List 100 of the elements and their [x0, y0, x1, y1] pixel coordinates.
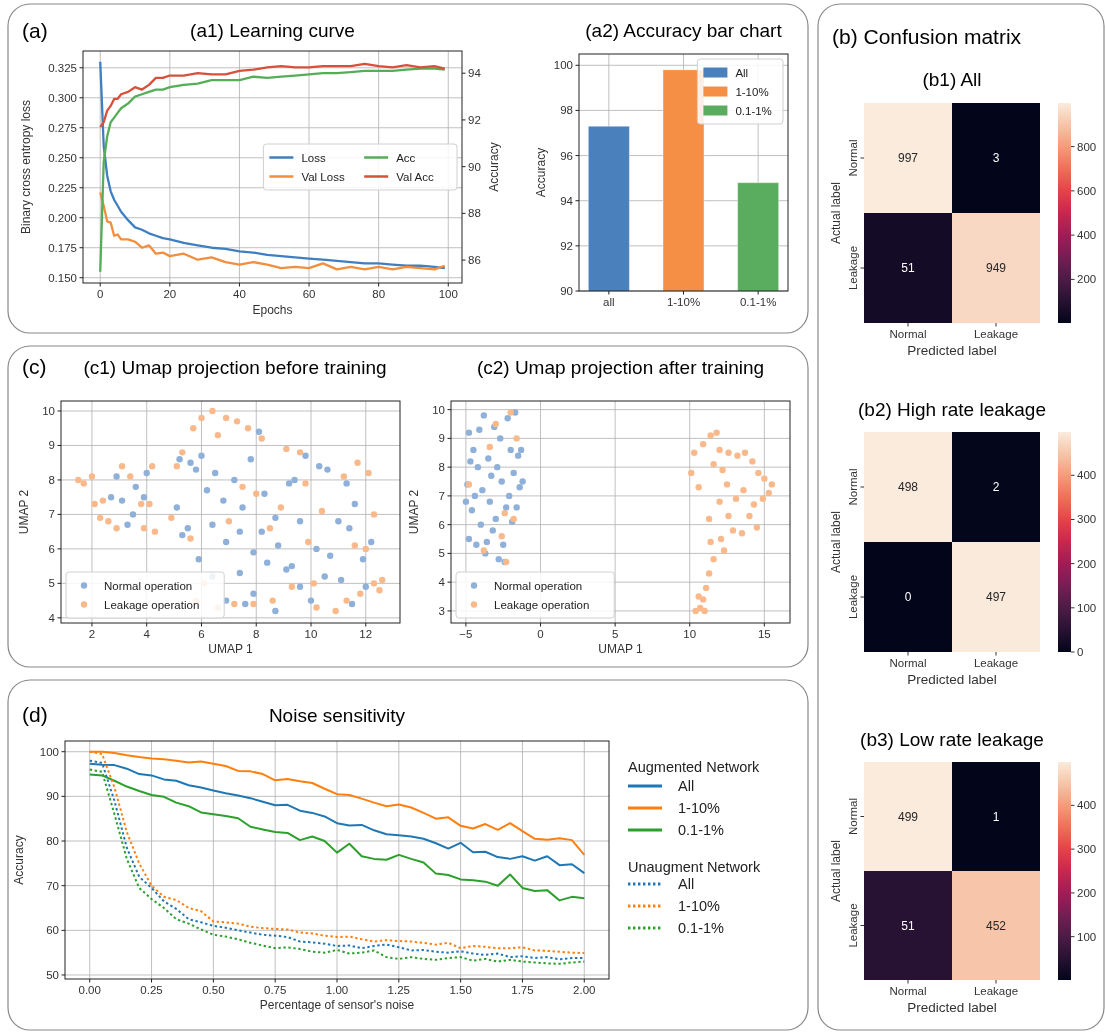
- chart-title: Noise sensitivity: [268, 705, 406, 726]
- chart-title: (a1) Learning curve: [190, 20, 355, 41]
- chart-title: (b3) Low rate leakage: [860, 729, 1044, 750]
- data-label: 1: [992, 809, 1000, 824]
- chart-title: (b1) All: [922, 69, 982, 90]
- y-tick-label: 0.275: [48, 121, 77, 134]
- x-tick-label: Normal: [889, 985, 927, 997]
- legend-label: Acc: [396, 151, 416, 164]
- color-bar-label: 400: [1077, 799, 1097, 812]
- x-tick-label: 5: [611, 628, 619, 640]
- y-tick-label: 7: [438, 489, 445, 502]
- x-tick-label: 0.1-1%: [739, 296, 777, 308]
- y-axis-title: UMAP 2: [17, 489, 31, 535]
- y-tick-label: 10: [432, 403, 445, 416]
- x-tick-label: 40: [233, 288, 246, 300]
- x-tick-label: 10: [683, 628, 697, 640]
- y-axis-title: Actual label: [829, 181, 843, 245]
- color-bar-label: 100: [1077, 930, 1097, 943]
- data-label: 452: [985, 918, 1007, 933]
- x-tick-label: 4: [143, 628, 151, 640]
- y-tick-label: 98: [560, 104, 573, 117]
- x-tick-label: 1.00: [325, 984, 349, 996]
- y-axis-title: Accuracy: [534, 147, 548, 198]
- data-label: 997: [897, 151, 919, 165]
- y-tick-label: 9: [438, 432, 445, 445]
- data-label: 3: [992, 151, 1000, 165]
- y-tick-label: 96: [560, 149, 573, 162]
- color-bar-label: 800: [1077, 140, 1097, 153]
- x-tick-label: 1.25: [387, 984, 411, 996]
- x-tick-label: 12: [359, 628, 373, 640]
- text: Unaugment Network: [628, 859, 761, 875]
- y-tick-label: Leakage: [847, 903, 859, 948]
- x-tick-label: Leakage: [973, 985, 1019, 997]
- x-tick-label: all: [603, 296, 615, 308]
- y-tick-label: 0.325: [48, 61, 77, 74]
- data-label: 498: [897, 480, 919, 494]
- x-axis-title: Predicted label: [907, 672, 997, 687]
- y-tick-label: 4: [48, 611, 56, 624]
- y-tick-label: 7: [48, 508, 55, 521]
- color-bar-label: 300: [1077, 843, 1097, 856]
- x-tick-label: 60: [302, 288, 316, 300]
- data-label: 0: [904, 590, 912, 604]
- y-tick-label: 6: [48, 542, 55, 555]
- y-tick-label: 4: [438, 576, 446, 589]
- x-tick-label: 0: [537, 628, 544, 640]
- y-tick-label: 10: [42, 405, 55, 417]
- text: (d): [22, 703, 48, 726]
- y-tick-label: 8: [48, 473, 55, 486]
- legend-label: All: [735, 66, 749, 79]
- x-tick-label: 6: [198, 628, 205, 640]
- color-bar-label: 200: [1077, 557, 1097, 570]
- legend-label: All: [678, 876, 695, 892]
- y-tick-label: 8: [438, 461, 445, 474]
- y-tick-label: 92: [560, 239, 573, 252]
- legend-label: 0.1-1%: [678, 920, 725, 936]
- y-axis-title: Actual label: [829, 839, 843, 903]
- data-label: 499: [897, 809, 919, 824]
- y-tick-label: 90: [46, 790, 59, 803]
- x-tick-label: 1.50: [449, 984, 472, 996]
- x-tick-label: −5: [459, 628, 473, 640]
- chart-title: (a2) Accuracy bar chart: [585, 20, 783, 41]
- x-axis-title: UMAP 1: [598, 642, 644, 656]
- x-tick-label: 0: [97, 288, 104, 300]
- legend-label: 1-10%: [678, 898, 721, 914]
- legend-label: All: [678, 778, 695, 794]
- legend-label: 1-10%: [678, 800, 721, 816]
- chart-title: (b2) High rate leakage: [858, 399, 1046, 420]
- legend-label: Val Acc: [396, 170, 434, 183]
- legend-title: Augmented Network: [628, 759, 761, 775]
- x-tick-label: 0.25: [140, 984, 163, 996]
- text: (c): [22, 355, 47, 378]
- data-label: 51: [901, 261, 915, 275]
- data-label: 497: [985, 590, 1007, 604]
- text: (a): [22, 19, 48, 42]
- legend-label: 0.1-1%: [678, 822, 725, 838]
- chart-title: (c2) Umap projection after training: [476, 357, 765, 378]
- legend-label: Leakage operation: [104, 598, 200, 611]
- y-tick-label: 9: [48, 439, 55, 452]
- x-tick-label: 2: [88, 628, 96, 640]
- x-tick-label: 20: [163, 288, 177, 300]
- data-label: 949: [985, 261, 1007, 275]
- y-tick-label: 50: [46, 968, 59, 981]
- y-tick-label: 0.150: [48, 271, 77, 284]
- legend-label: Loss: [301, 151, 326, 164]
- y-axis-title: Binary cross entropy loss: [19, 99, 33, 235]
- y-axis-title: Accuracy: [12, 835, 26, 885]
- y2-tick-label: 86: [468, 254, 481, 267]
- y-tick-label: 0.175: [48, 241, 77, 254]
- color-bar-label: 100: [1077, 601, 1097, 614]
- y2-axis-title: Accuracy: [487, 142, 501, 192]
- legend-label: Leakage operation: [494, 598, 590, 611]
- color-bar-label: 600: [1077, 184, 1097, 197]
- y2-tick-label: 90: [468, 160, 481, 173]
- x-axis-title: UMAP 1: [208, 642, 254, 656]
- color-bar-label: 200: [1077, 886, 1097, 899]
- x-axis-title: Epochs: [252, 303, 293, 317]
- chart-title: (c1) Umap projection before training: [83, 357, 387, 378]
- color-bar-label: 0: [1077, 646, 1084, 658]
- y2-tick-label: 88: [468, 207, 481, 220]
- y-tick-label: Normal: [847, 468, 859, 506]
